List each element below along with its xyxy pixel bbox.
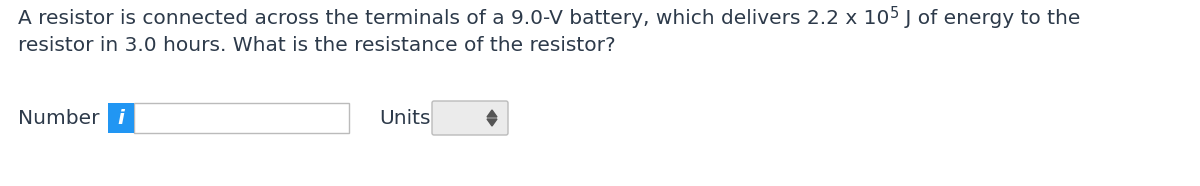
- Text: resistor in 3.0 hours. What is the resistance of the resistor?: resistor in 3.0 hours. What is the resis…: [18, 36, 616, 55]
- Polygon shape: [487, 110, 497, 117]
- Text: 5: 5: [889, 6, 899, 21]
- Polygon shape: [487, 119, 497, 126]
- FancyBboxPatch shape: [432, 101, 508, 135]
- Text: i: i: [118, 108, 125, 127]
- Text: Units: Units: [379, 108, 431, 127]
- FancyBboxPatch shape: [134, 103, 349, 133]
- Text: J of energy to the: J of energy to the: [899, 9, 1080, 28]
- FancyBboxPatch shape: [108, 103, 134, 133]
- Text: A resistor is connected across the terminals of a 9.0-V battery, which delivers : A resistor is connected across the termi…: [18, 9, 889, 28]
- Text: Number: Number: [18, 108, 100, 127]
